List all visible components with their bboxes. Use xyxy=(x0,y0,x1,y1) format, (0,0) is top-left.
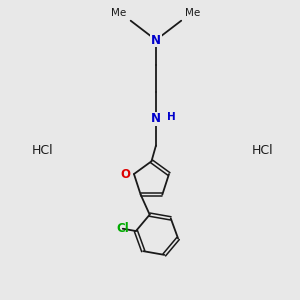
Text: Cl: Cl xyxy=(116,222,129,235)
Text: N: N xyxy=(151,112,161,125)
Text: Me: Me xyxy=(111,8,126,18)
Text: Me: Me xyxy=(185,8,201,18)
Text: H: H xyxy=(167,112,176,122)
Text: HCl: HCl xyxy=(32,143,54,157)
Text: N: N xyxy=(151,34,161,46)
Text: O: O xyxy=(121,167,130,181)
Text: HCl: HCl xyxy=(252,143,274,157)
